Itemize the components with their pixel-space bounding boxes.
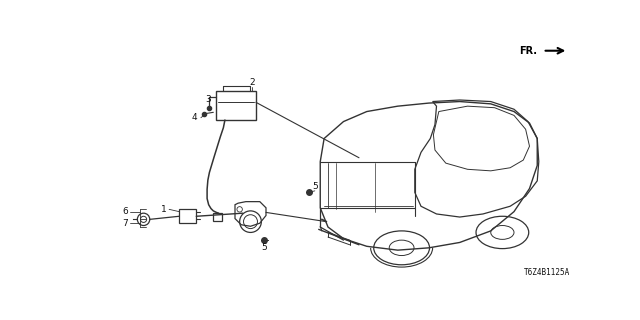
Text: 2: 2 (249, 78, 255, 87)
Text: 5: 5 (312, 182, 317, 191)
Text: 5: 5 (262, 243, 268, 252)
Bar (216, 91, 256, 120)
Text: 7: 7 (122, 219, 128, 228)
Text: 4: 4 (192, 113, 198, 122)
Text: 3: 3 (205, 95, 211, 105)
Text: T6Z4B1125A: T6Z4B1125A (524, 268, 570, 277)
Bar (179, 209, 196, 223)
Text: FR.: FR. (519, 46, 537, 56)
Text: 1: 1 (161, 205, 166, 214)
Text: 6: 6 (122, 207, 128, 216)
